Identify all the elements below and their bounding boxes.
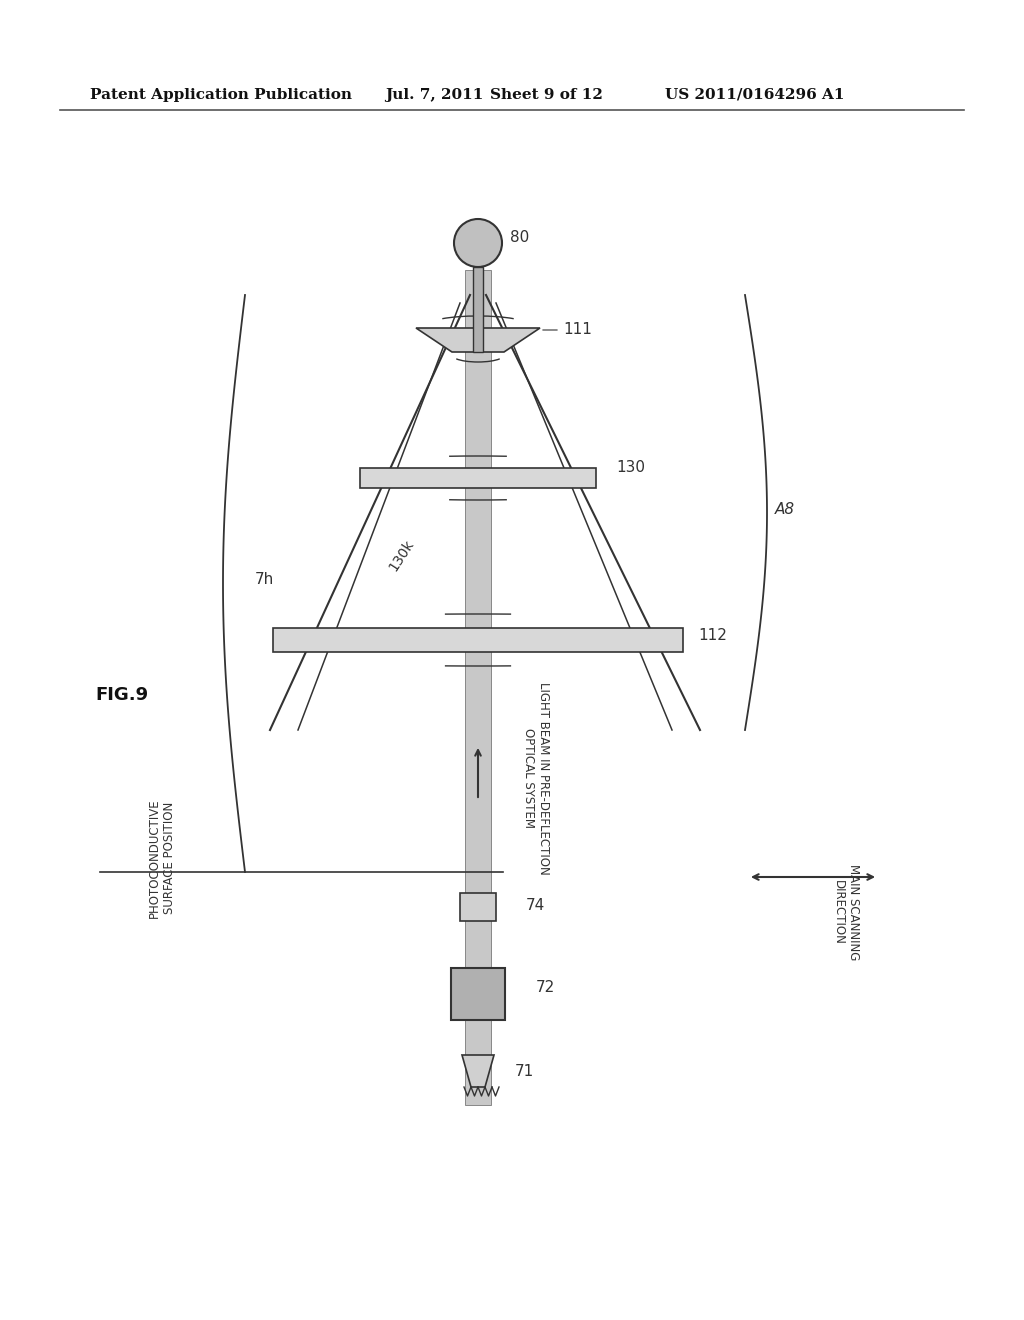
Text: 130: 130: [616, 461, 645, 475]
Text: 72: 72: [536, 981, 555, 995]
Text: 71: 71: [515, 1064, 535, 1080]
Text: 112: 112: [698, 627, 727, 643]
Text: 111: 111: [563, 322, 592, 338]
Text: FIG.9: FIG.9: [95, 686, 148, 704]
Circle shape: [454, 219, 502, 267]
Bar: [473, 267, 483, 352]
Bar: [451, 968, 505, 1020]
Text: A8: A8: [775, 503, 795, 517]
Bar: [273, 628, 683, 652]
Text: MAIN SCANNING
DIRECTION: MAIN SCANNING DIRECTION: [831, 863, 860, 960]
Text: US 2011/0164296 A1: US 2011/0164296 A1: [665, 88, 845, 102]
Bar: [460, 894, 496, 921]
Polygon shape: [416, 327, 540, 352]
Text: PHOTOCONDUCTIVE
SURFACE POSITION: PHOTOCONDUCTIVE SURFACE POSITION: [148, 799, 176, 917]
Text: Sheet 9 of 12: Sheet 9 of 12: [490, 88, 603, 102]
Text: Jul. 7, 2011: Jul. 7, 2011: [385, 88, 483, 102]
Text: 7h: 7h: [255, 573, 274, 587]
Text: 80: 80: [510, 230, 529, 244]
Bar: [360, 469, 596, 488]
Polygon shape: [462, 1055, 494, 1086]
Text: LIGHT BEAM IN PRE-DEFLECTION
OPTICAL SYSTEM: LIGHT BEAM IN PRE-DEFLECTION OPTICAL SYS…: [522, 681, 550, 874]
Text: 74: 74: [526, 899, 545, 913]
Text: 130k: 130k: [386, 537, 417, 573]
Bar: [465, 271, 490, 1105]
Text: Patent Application Publication: Patent Application Publication: [90, 88, 352, 102]
